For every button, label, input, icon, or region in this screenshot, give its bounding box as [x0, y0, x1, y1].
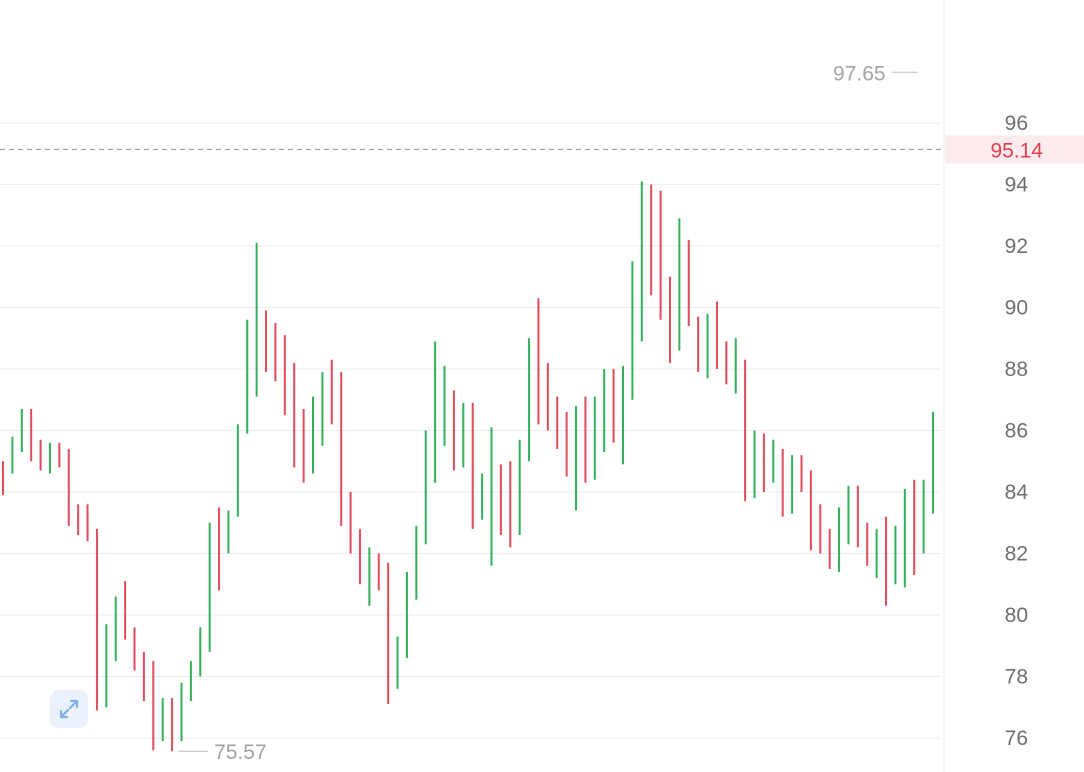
y-axis-ticks: 76 78 80 82 84 86 88 90 92 94 96 — [1005, 112, 1029, 750]
expand-diagonal-icon — [59, 699, 79, 719]
extreme-markers: 97.65 75.57 — [178, 62, 918, 764]
y-tick-label: 94 — [1005, 174, 1029, 197]
y-tick-label: 80 — [1005, 604, 1028, 627]
y-tick-label: 84 — [1005, 481, 1029, 504]
y-tick-label: 86 — [1005, 420, 1028, 443]
y-tick-label: 90 — [1005, 297, 1028, 320]
y-tick-label: 76 — [1005, 727, 1028, 750]
y-tick-label: 78 — [1005, 666, 1028, 689]
last-price-label: 95.14 — [990, 139, 1043, 162]
ohlc-bars — [2, 181, 934, 752]
max-marker-label: 97.65 — [833, 62, 886, 85]
last-price-badge — [945, 135, 1084, 164]
y-tick-label: 82 — [1005, 543, 1028, 566]
min-marker-label: 75.57 — [214, 741, 267, 764]
y-tick-label: 88 — [1005, 358, 1028, 381]
y-tick-label: 96 — [1005, 112, 1028, 135]
grid-lines — [0, 122, 940, 739]
last-price-line: 95.14 — [0, 135, 1084, 164]
expand-chart-button[interactable] — [50, 690, 88, 728]
y-tick-label: 92 — [1005, 235, 1028, 258]
